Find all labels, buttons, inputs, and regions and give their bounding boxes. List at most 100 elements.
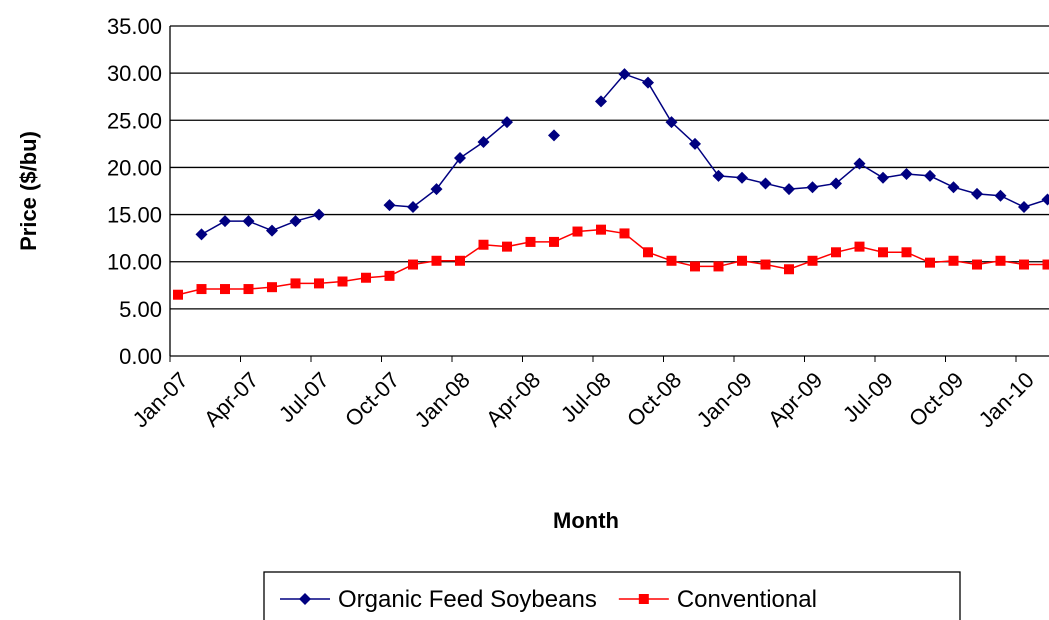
point bbox=[173, 289, 183, 300]
x-tick-label: Jan-07 bbox=[128, 367, 193, 432]
x-axis-label: Month bbox=[553, 508, 619, 533]
point bbox=[243, 284, 254, 295]
point bbox=[878, 247, 888, 258]
point bbox=[713, 261, 724, 272]
point bbox=[784, 264, 794, 275]
point bbox=[759, 177, 772, 190]
legend-box bbox=[263, 571, 961, 620]
x-tick-label: Apr-07 bbox=[199, 367, 263, 431]
x-tick-label: Apr-09 bbox=[763, 367, 827, 431]
x-tick-label: Jan-09 bbox=[692, 367, 757, 432]
point bbox=[595, 95, 607, 108]
point bbox=[947, 181, 960, 194]
point bbox=[548, 129, 560, 142]
y-tick-label: 15.00 bbox=[107, 203, 162, 228]
point bbox=[806, 181, 819, 194]
point bbox=[408, 259, 418, 270]
point bbox=[901, 247, 912, 258]
point bbox=[1042, 259, 1049, 270]
x-tick-label: Jan-08 bbox=[410, 367, 475, 432]
y-tick-label: 10.00 bbox=[107, 250, 162, 275]
x-tick-label: Oct-08 bbox=[622, 367, 686, 431]
point bbox=[925, 257, 935, 268]
point bbox=[994, 189, 1007, 202]
point bbox=[830, 177, 842, 190]
point bbox=[1018, 201, 1030, 214]
x-tick-label: Jul-08 bbox=[556, 367, 616, 427]
point bbox=[195, 228, 208, 241]
point bbox=[924, 169, 936, 182]
point bbox=[572, 226, 583, 237]
point bbox=[314, 278, 324, 289]
point bbox=[618, 68, 631, 81]
legend-label: Conventional bbox=[677, 586, 817, 613]
point bbox=[266, 224, 278, 237]
point bbox=[455, 255, 465, 266]
point bbox=[220, 284, 230, 295]
point bbox=[760, 259, 771, 270]
point bbox=[290, 278, 301, 289]
point bbox=[712, 169, 725, 182]
x-tick-label: Apr-08 bbox=[481, 367, 545, 431]
point bbox=[736, 171, 748, 184]
point bbox=[972, 259, 982, 270]
point bbox=[619, 228, 630, 239]
point bbox=[407, 201, 419, 214]
point bbox=[737, 255, 747, 266]
x-tick-label: Jul-09 bbox=[838, 367, 898, 427]
y-tick-label: 25.00 bbox=[107, 108, 162, 133]
point bbox=[665, 116, 678, 129]
point bbox=[638, 594, 649, 604]
point bbox=[877, 171, 889, 184]
point bbox=[1019, 259, 1029, 270]
point bbox=[361, 272, 371, 283]
point bbox=[643, 247, 653, 258]
x-tick-label: Jan-10 bbox=[974, 367, 1039, 432]
point bbox=[854, 241, 865, 252]
point bbox=[337, 276, 348, 287]
point bbox=[525, 236, 536, 247]
point bbox=[807, 255, 818, 266]
point bbox=[783, 183, 795, 196]
y-tick-label: 5.00 bbox=[119, 297, 162, 322]
series-line bbox=[201, 73, 1048, 236]
point bbox=[666, 255, 677, 266]
x-tick-label: Jul-07 bbox=[274, 367, 334, 427]
point bbox=[690, 261, 700, 272]
point bbox=[478, 239, 489, 250]
point bbox=[313, 208, 325, 221]
point bbox=[689, 137, 701, 150]
point bbox=[853, 157, 866, 170]
y-tick-label: 35.00 bbox=[107, 14, 162, 39]
y-tick-label: 0.00 bbox=[119, 344, 162, 369]
point bbox=[549, 236, 559, 247]
point bbox=[995, 255, 1006, 266]
point bbox=[454, 152, 466, 164]
point bbox=[900, 168, 913, 181]
point bbox=[1041, 193, 1049, 206]
point bbox=[642, 76, 654, 89]
point bbox=[289, 215, 302, 228]
point bbox=[477, 135, 490, 148]
point bbox=[196, 284, 207, 295]
point bbox=[299, 593, 311, 605]
point bbox=[384, 270, 395, 281]
y-tick-label: 20.00 bbox=[107, 155, 162, 180]
point bbox=[831, 247, 841, 258]
point bbox=[596, 224, 606, 235]
point bbox=[383, 199, 396, 212]
point bbox=[219, 215, 231, 228]
point bbox=[501, 116, 513, 129]
x-tick-label: Oct-09 bbox=[904, 367, 968, 431]
point bbox=[267, 282, 277, 293]
x-tick-label: Oct-07 bbox=[340, 367, 404, 431]
y-tick-label: 30.00 bbox=[107, 61, 162, 86]
point bbox=[502, 241, 512, 252]
point bbox=[431, 255, 442, 266]
legend-label: Organic Feed Soybeans bbox=[338, 586, 597, 613]
point bbox=[948, 255, 959, 266]
point bbox=[971, 187, 983, 200]
point bbox=[242, 215, 255, 228]
y-axis-label: Price ($/bu) bbox=[16, 131, 41, 251]
